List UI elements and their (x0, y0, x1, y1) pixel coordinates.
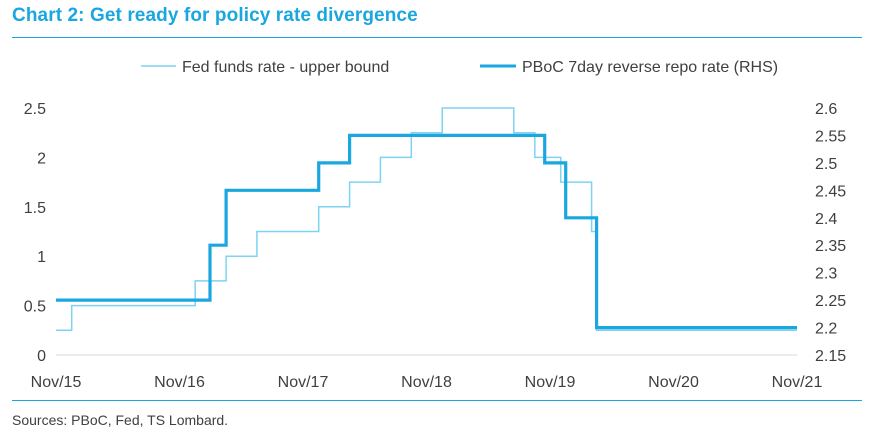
y-right-tick-label: 2.35 (815, 238, 846, 255)
x-tick-label: Nov/19 (525, 374, 576, 391)
x-tick-label: Nov/17 (278, 374, 329, 391)
y-right-tick-label: 2.4 (815, 211, 837, 228)
y-axis-left: 0 0.5 1 1.5 2 2.5 (24, 101, 46, 365)
y-left-tick-label: 2.5 (24, 101, 46, 118)
y-left-tick-label: 1.5 (24, 200, 46, 217)
chart: Fed funds rate - upper bound PBoC 7day r… (24, 59, 846, 391)
x-tick-label: Nov/16 (154, 374, 205, 391)
y-right-tick-label: 2.5 (815, 156, 837, 173)
y-right-tick-label: 2.2 (815, 321, 837, 338)
x-tick-label: Nov/20 (648, 374, 699, 391)
series-line-fed-funds (56, 107, 797, 332)
x-tick-label: Nov/21 (772, 374, 823, 391)
x-tick-label: Nov/18 (401, 374, 452, 391)
footer-rule (12, 400, 862, 401)
series-line-pboc-repo (56, 133, 797, 330)
y-left-tick-label: 0.5 (24, 299, 46, 316)
y-left-tick-label: 2 (37, 150, 46, 167)
y-right-tick-label: 2.55 (815, 128, 846, 145)
y-right-tick-label: 2.6 (815, 101, 837, 118)
y-right-tick-label: 2.45 (815, 183, 846, 200)
legend-label-pboc: PBoC 7day reverse repo rate (RHS) (522, 59, 778, 76)
legend: Fed funds rate - upper bound PBoC 7day r… (141, 59, 778, 76)
legend-label-fed: Fed funds rate - upper bound (182, 59, 389, 76)
y-left-tick-label: 0 (37, 348, 46, 365)
x-axis: Nov/15 Nov/16 Nov/17 Nov/18 Nov/19 Nov/20 Nov/… (31, 354, 823, 391)
y-axis-right: 2.15 2.2 2.25 2.3 2.35 2.4 2.45 2.5 2.55 2.6 (815, 101, 846, 365)
source-note: Sources: PBoC, Fed, TS Lombard. (12, 412, 229, 428)
series-group (56, 107, 797, 332)
title-rule (12, 37, 862, 38)
chart-title: Chart 2: Get ready for policy rate diver… (12, 5, 418, 26)
y-right-tick-label: 2.25 (815, 293, 846, 310)
y-right-tick-label: 2.15 (815, 348, 846, 365)
x-tick-label: Nov/15 (31, 374, 82, 391)
y-left-tick-label: 1 (37, 249, 46, 266)
y-right-tick-label: 2.3 (815, 266, 837, 283)
